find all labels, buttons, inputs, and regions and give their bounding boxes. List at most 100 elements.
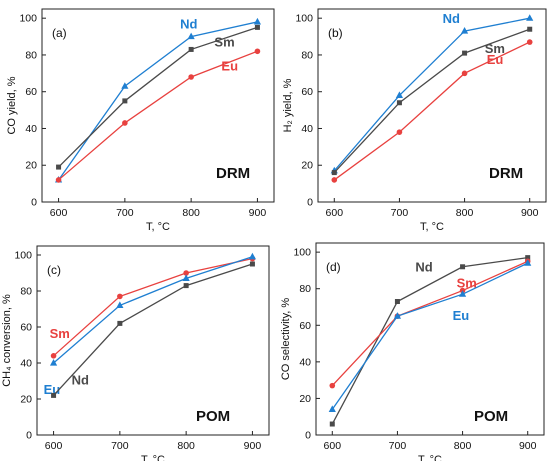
data-point [395,91,404,98]
y-axis-label: CO yield, % [6,76,18,134]
x-tick-label: 700 [391,207,409,219]
series-label: Eu [487,52,504,67]
x-tick-label: 600 [324,440,342,452]
data-point [117,320,123,326]
series-line [58,50,258,181]
y-tick-label: 80 [25,49,37,61]
data-point [182,274,190,281]
y-tick-label: 60 [20,322,32,334]
data-point [55,177,62,183]
y-tick-label: 100 [295,13,313,25]
series-eu: Eu [331,39,533,183]
y-tick-label: 80 [20,286,32,298]
chart-panel-2: 600 700 800 900 0 20 40 60 80 100 T, °C H₂ yield, %… [282,8,547,233]
panel-label: (d) [326,260,341,274]
data-point [117,293,123,300]
data-point [51,392,57,398]
data-point [187,32,195,40]
x-tick-label: 800 [182,207,200,219]
y-tick-label: 20 [299,393,311,405]
data-point [122,120,128,126]
series-line [331,260,528,387]
x-axis-label: T, °C [420,221,444,233]
panel-label: (a) [52,26,67,40]
series-nd: Nd [51,261,255,398]
series-sm: Sm [331,26,533,176]
x-axis-label: T, °C [418,454,442,461]
data-point [248,252,257,260]
data-point [393,312,402,319]
y-tick-label: 0 [26,430,32,442]
data-point [49,359,58,366]
y-tick-label: 60 [299,320,311,332]
y-tick-label: 80 [299,283,311,295]
data-point [331,170,337,176]
series-line [333,28,530,174]
y-tick-label: 100 [19,13,37,25]
y-axis-label: CO selectivity, % [280,298,292,381]
data-point [458,290,467,297]
data-point [122,98,128,104]
series-label: Sm [485,41,505,56]
series-label: Nd [415,260,432,275]
y-tick-label: 40 [301,123,313,135]
x-tick-label: 800 [454,440,472,452]
series-line [58,21,258,181]
data-point [460,27,469,34]
y-tick-label: 60 [301,86,313,98]
series-label: Eu [453,308,470,323]
series-sm: Sm [329,258,531,389]
data-point [525,255,531,261]
x-tick-label: 900 [249,207,267,219]
series-label: Sm [50,326,70,341]
data-point [56,164,62,170]
chart-panel-4: 600 700 800 900 0 20 40 60 80 100 T, °C CO selectiv… [280,242,545,461]
series-sm: Sm [50,255,256,359]
data-point [253,17,262,25]
x-tick-label: 700 [116,207,134,219]
x-axis-label: T, °C [141,454,165,461]
y-tick-label: 40 [299,356,311,368]
x-tick-label: 800 [456,207,474,219]
y-tick-label: 40 [20,358,32,370]
data-point [116,301,124,308]
data-point [526,39,533,45]
series-line [333,17,530,172]
data-point [331,177,338,183]
chart-panel-3: 600 700 800 900 0 20 40 60 80 100 T, °C CH₄ convers… [1,245,270,461]
data-point [183,283,189,289]
y-tick-label: 0 [31,197,37,209]
x-tick-label: 600 [45,440,63,452]
series-nd: Nd [329,255,531,427]
x-tick-label: 700 [111,440,129,452]
series-line [333,41,530,181]
x-tick-label: 900 [519,440,537,452]
reaction-annotation: DRM [216,165,250,182]
series-line [58,26,258,168]
data-point [121,82,129,89]
data-point [254,24,260,30]
y-tick-label: 40 [25,123,37,135]
y-tick-label: 0 [307,197,313,209]
series-line [53,257,253,357]
data-point [461,70,468,77]
data-point [462,50,468,56]
series-eu: Eu [55,48,261,183]
y-axis-label: CH₄ conversion, % [1,294,13,387]
reaction-annotation: POM [196,408,230,425]
data-point [329,382,336,389]
data-point [394,299,400,305]
y-axis-label: H₂ yield, % [282,78,294,132]
plot-frame [317,8,547,203]
x-tick-label: 600 [50,207,68,219]
panel-label: (c) [47,263,61,277]
y-tick-label: 100 [293,247,311,259]
series-sm: Sm [56,24,260,170]
data-point [188,74,194,80]
data-point [396,129,403,135]
series-label: Nd [180,17,197,32]
series-label: Eu [221,58,238,73]
data-point [524,259,532,266]
x-tick-label: 700 [389,440,407,452]
